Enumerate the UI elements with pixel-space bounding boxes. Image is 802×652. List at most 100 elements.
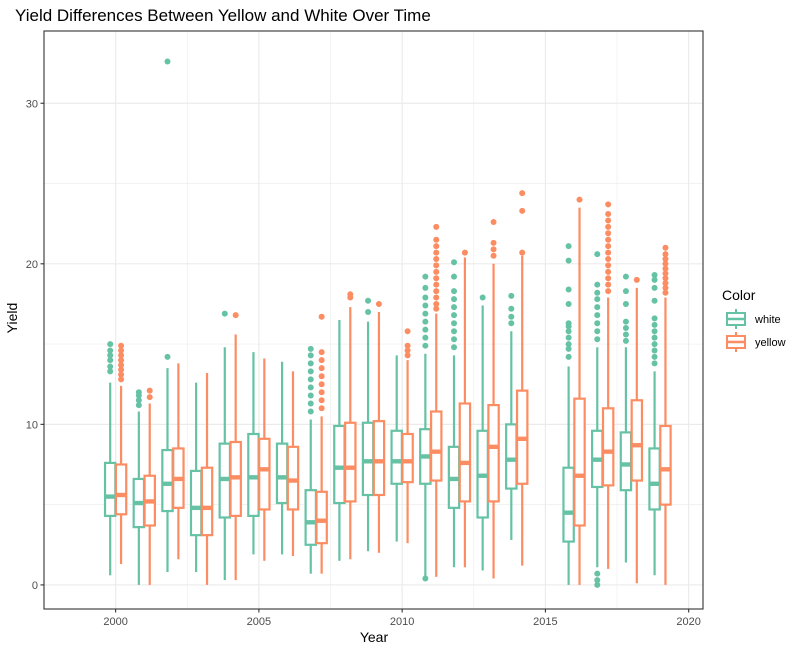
outlier-point (651, 272, 658, 279)
outlier-point (605, 201, 612, 208)
outlier-point (422, 326, 429, 333)
outlier-point (451, 312, 458, 319)
outlier-point (118, 357, 125, 364)
y-axis-title: Yield (4, 303, 20, 334)
outlier-point (318, 357, 325, 364)
outlier-point (433, 223, 440, 230)
outlier-point (318, 405, 325, 412)
outlier-point (651, 353, 658, 360)
box-rect (458, 402, 472, 503)
outlier-point (622, 273, 629, 280)
legend: Color white yellow (722, 287, 786, 352)
box-yellow-2017 (601, 201, 615, 569)
outlier-point (433, 255, 440, 262)
box-yellow-2011 (429, 223, 443, 577)
legend-label: white (754, 314, 781, 326)
outlier-point (633, 276, 640, 283)
outlier-point (433, 249, 440, 256)
box-yellow-2002 (172, 363, 185, 560)
plot-area: 2000 2005 2010 2015 2020 0 10 20 30 (26, 30, 704, 628)
box-yellow-2014 (515, 190, 529, 566)
outlier-point (461, 249, 468, 256)
outlier-point (605, 217, 612, 224)
outlier-point (118, 376, 125, 383)
x-tick-label: 2010 (390, 616, 414, 628)
box-yellow-2004 (229, 312, 242, 581)
y-tick-label: 10 (26, 419, 38, 431)
box-white-2013 (476, 294, 489, 571)
outlier-point (451, 296, 458, 303)
outlier-point (662, 289, 669, 296)
outlier-point (318, 349, 325, 356)
box-rect (648, 447, 661, 511)
chart-title: Yield Differences Between Yellow and Whi… (15, 6, 431, 25)
outlier-point (565, 353, 572, 360)
outlier-point (565, 328, 572, 335)
outlier-point (318, 389, 325, 396)
box-rect (304, 489, 318, 546)
outlier-point (107, 341, 114, 348)
outlier-point (221, 310, 228, 317)
outlier-point (622, 325, 629, 332)
outlier-point (107, 357, 114, 364)
outlier-point (565, 345, 572, 352)
outlier-point (146, 387, 153, 394)
box-white-2012 (447, 259, 461, 568)
outlier-point (565, 341, 572, 348)
outlier-point (164, 353, 171, 360)
box-white-2019 (648, 272, 661, 576)
outlier-point (622, 318, 629, 325)
outlier-point (451, 336, 458, 343)
box-yellow-2013 (487, 219, 500, 579)
outlier-point (422, 302, 429, 309)
outlier-point (594, 251, 601, 258)
box-rect (114, 463, 128, 516)
outlier-point (433, 243, 440, 250)
outlier-point (662, 260, 669, 267)
box-rect (189, 469, 203, 537)
box-rect (487, 403, 500, 503)
outlier-point (651, 328, 658, 335)
outlier-point (433, 294, 440, 301)
outlier-point (118, 342, 125, 349)
outlier-point (451, 320, 458, 327)
outlier-point (433, 288, 440, 295)
outlier-point (576, 196, 583, 203)
outlier-point (662, 280, 669, 287)
outlier-point (605, 249, 612, 256)
outlier-point (594, 336, 601, 343)
outlier-point (404, 347, 411, 354)
outlier-point (594, 296, 601, 303)
outlier-point (307, 345, 314, 352)
outlier-point (605, 223, 612, 230)
outlier-point (307, 400, 314, 407)
outlier-point (565, 300, 572, 307)
outlier-point (433, 305, 440, 312)
outlier-point (651, 334, 658, 341)
box-yellow-2012 (458, 249, 472, 568)
outlier-point (422, 273, 429, 280)
outlier-point (662, 275, 669, 282)
outlier-point (622, 331, 629, 338)
outlier-point (404, 342, 411, 349)
outlier-point (107, 368, 114, 375)
outlier-point (651, 347, 658, 354)
outlier-point (519, 190, 526, 197)
box-yellow-2003 (200, 372, 214, 585)
outlier-point (662, 251, 669, 258)
box-rect (573, 397, 586, 527)
box-white-2010 (390, 355, 403, 542)
y-tick-label: 30 (26, 98, 38, 110)
outlier-point (651, 276, 658, 283)
outlier-point (594, 289, 601, 296)
outlier-point (135, 402, 142, 409)
outlier-point (433, 236, 440, 243)
outlier-point (365, 297, 372, 304)
outlier-point (422, 294, 429, 301)
outlier-point (622, 337, 629, 344)
box-yellow-2009 (372, 300, 386, 553)
outlier-point (651, 341, 658, 348)
outlier-point (519, 207, 526, 214)
outlier-point (565, 320, 572, 327)
outlier-point (508, 305, 515, 312)
